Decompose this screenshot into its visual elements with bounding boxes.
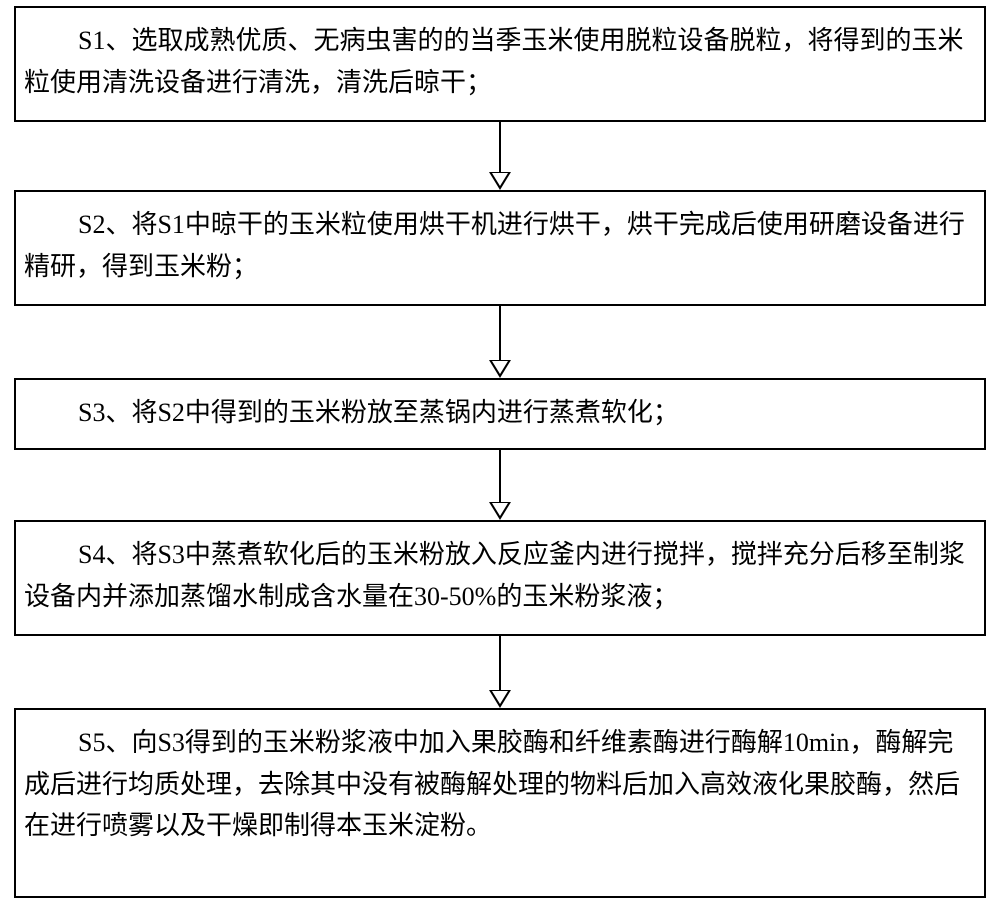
flowchart-node-text: S5、向S3得到的玉米粉浆液中加入果胶酶和纤维素酶进行酶解10min，酶解完成后… — [24, 722, 974, 847]
arrow-shaft — [499, 450, 501, 502]
arrow-head-fill — [492, 361, 508, 374]
flowchart-node-s2: S2、将S1中晾干的玉米粒使用烘干机进行烘干，烘干完成后使用研磨设备进行精研，得… — [14, 190, 986, 306]
arrow-head-fill — [492, 503, 508, 516]
arrow-shaft — [499, 306, 501, 360]
arrow-shaft — [499, 636, 501, 690]
flowchart-node-text: S3、将S2中得到的玉米粉放至蒸锅内进行蒸煮软化； — [24, 392, 974, 434]
flowchart-node-s5: S5、向S3得到的玉米粉浆液中加入果胶酶和纤维素酶进行酶解10min，酶解完成后… — [14, 708, 986, 898]
arrow-shaft — [499, 122, 501, 172]
arrow-head-fill — [492, 173, 508, 186]
flowchart-node-s3: S3、将S2中得到的玉米粉放至蒸锅内进行蒸煮软化； — [14, 378, 986, 450]
flowchart-arrow-s1-s2 — [489, 122, 511, 190]
flowchart-node-text: S4、将S3中蒸煮软化后的玉米粉放入反应釜内进行搅拌，搅拌充分后移至制浆设备内并… — [24, 534, 974, 617]
flowchart-arrow-s4-s5 — [489, 636, 511, 708]
arrow-head-fill — [492, 691, 508, 704]
flowchart-node-s1: S1、选取成熟优质、无病虫害的的当季玉米使用脱粒设备脱粒，将得到的玉米粒使用清洗… — [14, 6, 986, 122]
flowchart-canvas: S1、选取成熟优质、无病虫害的的当季玉米使用脱粒设备脱粒，将得到的玉米粒使用清洗… — [0, 0, 1000, 904]
flowchart-node-s4: S4、将S3中蒸煮软化后的玉米粉放入反应釜内进行搅拌，搅拌充分后移至制浆设备内并… — [14, 520, 986, 636]
flowchart-arrow-s2-s3 — [489, 306, 511, 378]
flowchart-node-text: S2、将S1中晾干的玉米粒使用烘干机进行烘干，烘干完成后使用研磨设备进行精研，得… — [24, 204, 974, 287]
flowchart-arrow-s3-s4 — [489, 450, 511, 520]
flowchart-node-text: S1、选取成熟优质、无病虫害的的当季玉米使用脱粒设备脱粒，将得到的玉米粒使用清洗… — [24, 20, 974, 103]
